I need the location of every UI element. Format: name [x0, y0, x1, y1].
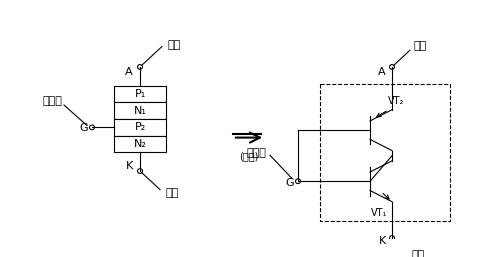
Text: K: K — [126, 161, 133, 171]
Text: 阴极: 阴极 — [412, 250, 425, 257]
Text: VT₁: VT₁ — [370, 208, 387, 218]
Text: 阴极: 阴极 — [166, 188, 179, 198]
Text: 控制极: 控制极 — [246, 148, 266, 158]
Text: N₁: N₁ — [134, 106, 146, 116]
Text: A: A — [378, 67, 386, 77]
Bar — [320, 84, 450, 221]
Text: A: A — [125, 67, 133, 77]
Text: 阳极: 阳极 — [414, 41, 427, 51]
Text: VT₂: VT₂ — [387, 96, 404, 106]
Bar — [114, 102, 166, 119]
Text: N₂: N₂ — [134, 139, 146, 149]
Bar — [114, 119, 166, 136]
Text: P₁: P₁ — [134, 89, 145, 99]
Text: P₂: P₂ — [134, 122, 145, 132]
Text: (等效): (等效) — [239, 151, 259, 161]
Text: G: G — [285, 178, 294, 188]
Text: 控制极: 控制极 — [42, 96, 62, 106]
Bar — [114, 136, 166, 152]
Text: 阳极: 阳极 — [168, 40, 181, 50]
Text: G: G — [80, 123, 88, 133]
Bar — [114, 86, 166, 102]
Text: K: K — [379, 236, 386, 246]
